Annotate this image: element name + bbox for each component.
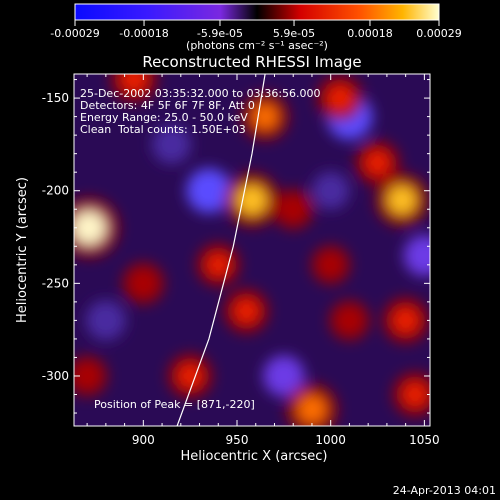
dark-source-2 [263, 355, 305, 397]
bright-source-12 [178, 364, 202, 388]
y-tick-label--150: -150 [42, 91, 69, 105]
x-tick-label-900: 900 [132, 433, 155, 447]
bright-source-1 [237, 184, 267, 215]
colorbar-tick-label-2: -5.9e-05 [197, 27, 243, 40]
x-tick-label-1000: 1000 [315, 433, 346, 447]
bright-source-2 [387, 185, 417, 215]
footer-date: 24-Apr-2013 04:01 [393, 484, 496, 497]
bright-source-17 [321, 255, 341, 275]
annotation-energy: Energy Range: 25.0 - 50.0 keV [80, 111, 248, 124]
colorbar-unit-label: (photons cm⁻² s⁻¹ asec⁻²) [186, 39, 328, 52]
plot-frame [73, 73, 431, 427]
bright-source-13 [132, 272, 154, 294]
dark-source-0 [186, 168, 232, 214]
dark-source-5 [311, 171, 350, 210]
y-tick-label--300: -300 [42, 369, 69, 383]
y-tick-label--250: -250 [42, 276, 69, 290]
annotation-detectors: Detectors: 4F 5F 6F 7F 8F, Att 0 [80, 99, 255, 112]
dark-source-6 [152, 124, 191, 164]
dark-source-3 [85, 300, 126, 341]
colorbar-tick-label-3: 5.9e-05 [273, 27, 315, 40]
bright-source-4 [121, 74, 146, 92]
bright-source-8 [207, 253, 230, 276]
x-tick-label-950: 950 [226, 433, 249, 447]
y-axis-ticks: -300 -250 -200 -150 [42, 79, 430, 414]
bright-source-14 [339, 310, 360, 331]
bright-source-16 [283, 199, 304, 220]
bright-source-3 [297, 395, 326, 424]
heatmap-image [74, 74, 430, 426]
annotation-clean: Clean [80, 123, 111, 136]
bright-source-6 [328, 86, 353, 111]
bright-source-0 [74, 210, 106, 245]
annotation-counts: Total counts: 1.50E+03 [117, 123, 246, 136]
x-axis-label: Heliocentric X (arcsec) [181, 449, 328, 464]
colorbar-tick-label-4: 0.00018 [347, 27, 393, 40]
dark-source-4 [403, 234, 430, 277]
colorbar-tick-label-5: 0.00029 [416, 27, 462, 40]
annotation-peak: Position of Peak = [871,-220] [94, 398, 255, 411]
colorbar-tick-label-1: -0.00018 [119, 27, 168, 40]
bright-source-15 [77, 365, 98, 386]
bright-source-9 [234, 299, 258, 323]
x-axis-ticks: 900 950 1000 1050 [86, 74, 440, 447]
colorbar-tick-label-0: -0.00029 [50, 27, 99, 40]
y-tick-label--200: -200 [42, 184, 69, 198]
bright-source-7 [366, 151, 390, 175]
chart-title: Reconstructed RHESSI Image [142, 53, 361, 71]
x-tick-label-1050: 1050 [409, 433, 440, 447]
solar-limb-line [176, 74, 266, 426]
colorbar-tick-labels: -0.00029 -0.00018 -5.9e-05 5.9e-05 0.00018 0.… [50, 27, 461, 40]
bright-source-11 [403, 383, 427, 407]
y-axis-label: Heliocentric Y (arcsec) [15, 177, 30, 323]
colorbar-ticks [74, 20, 440, 26]
annotation-time-range: 25-Dec-2002 03:35:32.000 to 03:36:56.000 [80, 87, 321, 100]
colorbar [74, 3, 440, 21]
bright-source-10 [393, 308, 418, 333]
